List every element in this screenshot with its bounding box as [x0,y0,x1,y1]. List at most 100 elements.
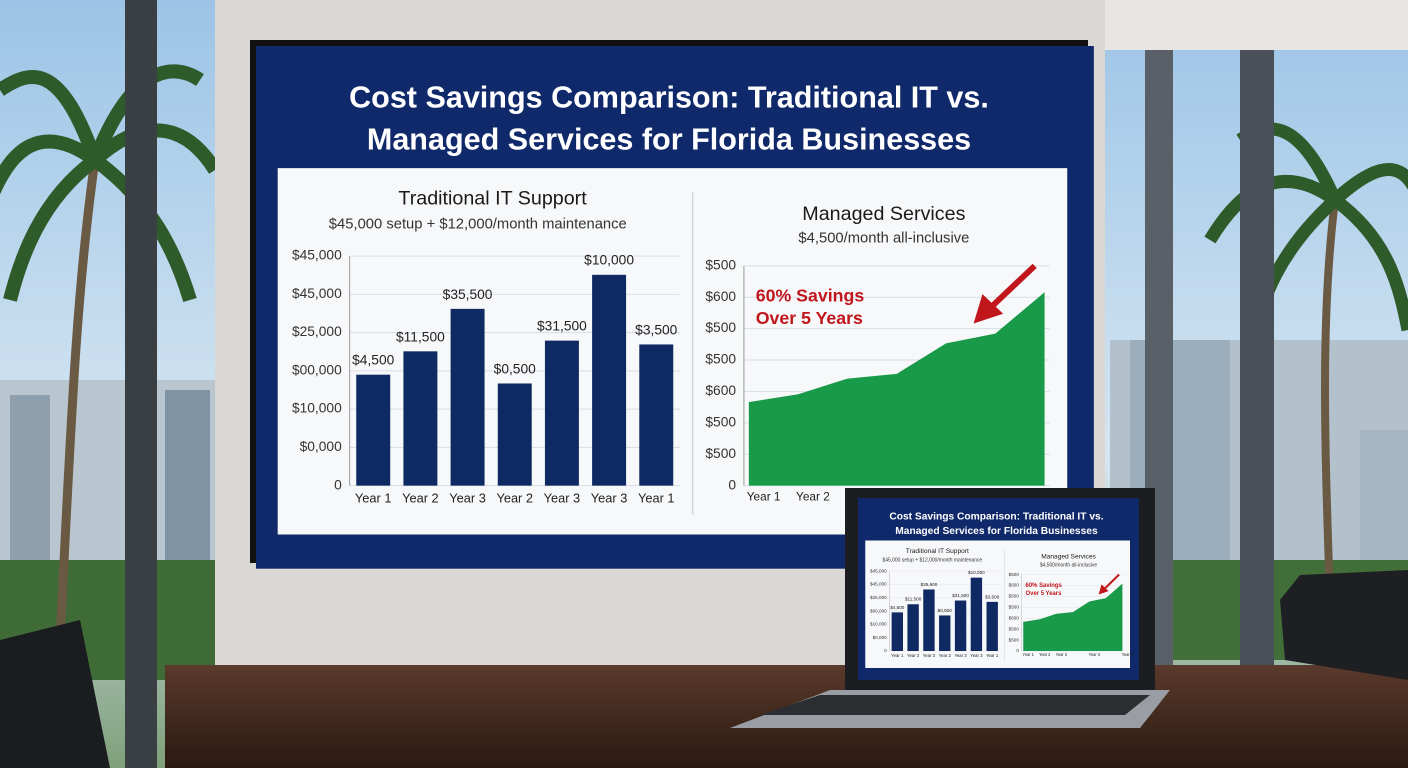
value-label: $0,500 [938,608,953,613]
x-tick-label: Year 1 [747,491,781,504]
chart-subtitle: $45,000 setup + $12,000/month maintenanc… [329,217,627,233]
bar [907,604,919,651]
bar [923,589,935,651]
y-tick-label: $500 [705,446,736,461]
annotation: Over 5 Years [756,308,863,328]
bar [891,612,903,651]
value-label: $10,000 [584,253,634,268]
x-tick-label: Year 2 [907,653,920,658]
y-tick-label: $500 [1009,626,1020,631]
y-tick-label: $45,000 [870,582,887,587]
bar [450,308,485,486]
y-tick-label: $45,000 [870,568,887,573]
y-tick-label: $45,000 [292,248,342,263]
chart-title: Managed Services [802,203,965,225]
tv-screen: Cost Savings Comparison: Traditional IT … [256,46,1094,569]
bar [356,374,391,486]
chart-title: Traditional IT Support [906,548,969,555]
y-tick-label: $500 [1009,637,1020,642]
page-title: Cost Savings Comparison: Traditional IT … [889,511,1103,522]
chart-subtitle: $4,500/month all-inclusive [1040,562,1097,568]
bar [403,351,438,486]
annotation: 60% Savings [756,286,865,306]
x-tick-label: Year 3 [449,491,486,506]
y-tick-label: $500 [1009,594,1020,599]
x-tick-label: Year 2 [402,491,439,506]
x-tick-label: Year 3 [1056,652,1068,657]
laptop: Cost Savings Comparison: Traditional IT … [730,488,1170,728]
y-tick-label: 0 [1016,648,1019,653]
bar [544,340,579,486]
chart-title: Managed Services [1041,554,1096,561]
bar [986,601,998,651]
value-label: $3,500 [635,322,678,337]
value-label: $11,500 [905,597,922,602]
value-label: $31,500 [537,319,587,334]
y-tick-label: $500 [705,257,736,272]
x-tick-label: Year 3 [591,491,628,506]
x-tick-label: Year 2 [939,653,952,658]
bar [592,274,627,486]
value-label: $31,500 [952,593,969,598]
x-tick-label: Year 3 [1089,652,1101,657]
x-tick-label: Year 1 [891,653,904,658]
x-tick-label: Year 3 [1122,652,1134,657]
y-tick-label: $600 [705,289,736,304]
y-tick-label: $00,000 [870,608,887,613]
bar [954,600,967,651]
bar [939,615,951,651]
area [748,292,1045,486]
y-tick-label: $45,000 [292,286,342,301]
y-tick-label: $600 [1009,583,1020,588]
x-tick-label: Year 3 [544,491,581,506]
annotation-arrow [988,263,1037,310]
x-tick-label: Year 3 [970,653,983,658]
y-tick-label: $500 [1009,572,1020,577]
value-label: $4,500 [352,353,395,368]
annotation: 60% Savings [1026,583,1063,589]
y-tick-label: $500 [705,320,736,335]
y-tick-label: 0 [728,477,736,492]
value-label: $0,500 [494,361,537,376]
y-tick-label: $500 [705,415,736,430]
y-tick-label: $500 [705,352,736,367]
y-tick-label: $10,000 [870,622,887,627]
value-label: $3,500 [985,594,1000,599]
x-tick-label: Year 3 [954,653,967,658]
laptop-screen: Cost Savings Comparison: Traditional IT … [858,498,1139,680]
x-tick-label: Year 1 [638,491,675,506]
value-label: $11,500 [396,329,445,344]
page-title: Managed Services for Florida Businesses [367,123,971,157]
bar [639,344,674,486]
x-tick-label: Year 2 [796,491,830,504]
y-tick-label: $25,000 [292,324,342,339]
y-tick-label: 0 [884,648,887,653]
y-tick-label: $600 [705,383,736,398]
y-tick-label: $0,000 [300,439,343,454]
chart-subtitle: $4,500/month all-inclusive [798,230,969,246]
annotation-arrow [1103,573,1120,590]
bar [970,577,983,651]
chart-title: Traditional IT Support [398,188,587,210]
value-label: $35,500 [443,287,493,302]
x-tick-label: Year 3 [923,653,936,658]
annotation-arrowhead [973,294,1004,324]
y-tick-label: $500 [1009,604,1020,609]
value-label: $35,500 [921,582,938,587]
page-title: Cost Savings Comparison: Traditional IT … [349,81,989,115]
page-title: Managed Services for Florida Businesses [895,526,1098,537]
y-tick-label: $25,000 [870,595,887,600]
x-tick-label: Year 2 [496,491,533,506]
value-label: $4,500 [890,605,905,610]
area [1023,583,1123,651]
x-tick-label: Year 2 [1039,652,1051,657]
bar [497,383,532,486]
value-label: $10,000 [968,570,985,575]
y-tick-label: $0,000 [873,635,888,640]
annotation: Over 5 Years [1026,591,1062,597]
x-tick-label: Year 1 [1023,652,1035,657]
y-tick-label: $600 [1009,615,1020,620]
x-tick-label: Year 1 [986,653,999,658]
chart-subtitle: $45,000 setup + $12,000/month maintenanc… [883,558,983,564]
